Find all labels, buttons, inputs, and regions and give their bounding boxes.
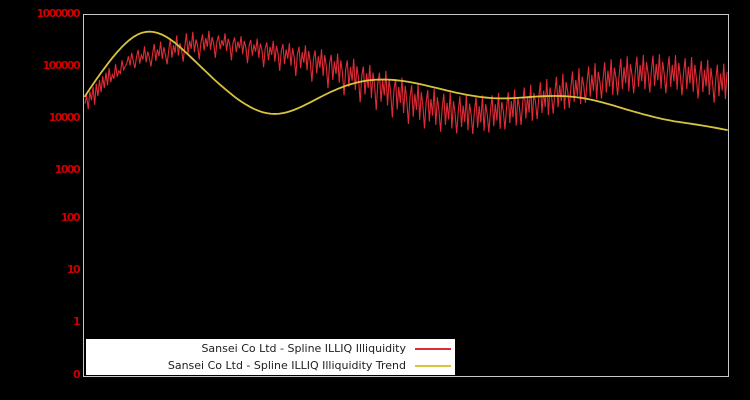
y-axis-tick-label: 0 — [72, 368, 81, 381]
plot-area — [83, 14, 729, 377]
y-axis-tick-label: 100000 — [42, 59, 81, 72]
y-axis-tick-labels: 1000000 100000 10000 1000 100 10 1 0 — [0, 0, 81, 400]
legend-color-swatch — [415, 364, 451, 367]
y-axis-tick-label: 10000 — [48, 111, 81, 124]
series-line-trend — [84, 30, 728, 131]
y-axis-tick-label: 1000 — [54, 163, 81, 176]
chart-legend: Sansei Co Ltd - Spline ILLIQ Illiquidity… — [86, 339, 455, 375]
legend-label: Sansei Co Ltd - Spline ILLIQ Illiquidity — [201, 341, 406, 355]
y-axis-tick-label: 10 — [66, 263, 81, 276]
legend-color-swatch — [415, 347, 451, 350]
legend-entry: Sansei Co Ltd - Spline ILLIQ Illiquidity… — [86, 357, 455, 374]
y-axis-tick-label: 1000000 — [36, 7, 81, 20]
y-axis-tick-label: 1 — [72, 315, 81, 328]
legend-label: Sansei Co Ltd - Spline ILLIQ Illiquidity… — [167, 358, 406, 372]
chart-series-svg — [84, 30, 728, 135]
legend-entry: Sansei Co Ltd - Spline ILLIQ Illiquidity — [86, 340, 455, 357]
series-line-illiquidity — [84, 30, 728, 135]
y-axis-tick-label: 100 — [60, 211, 81, 224]
